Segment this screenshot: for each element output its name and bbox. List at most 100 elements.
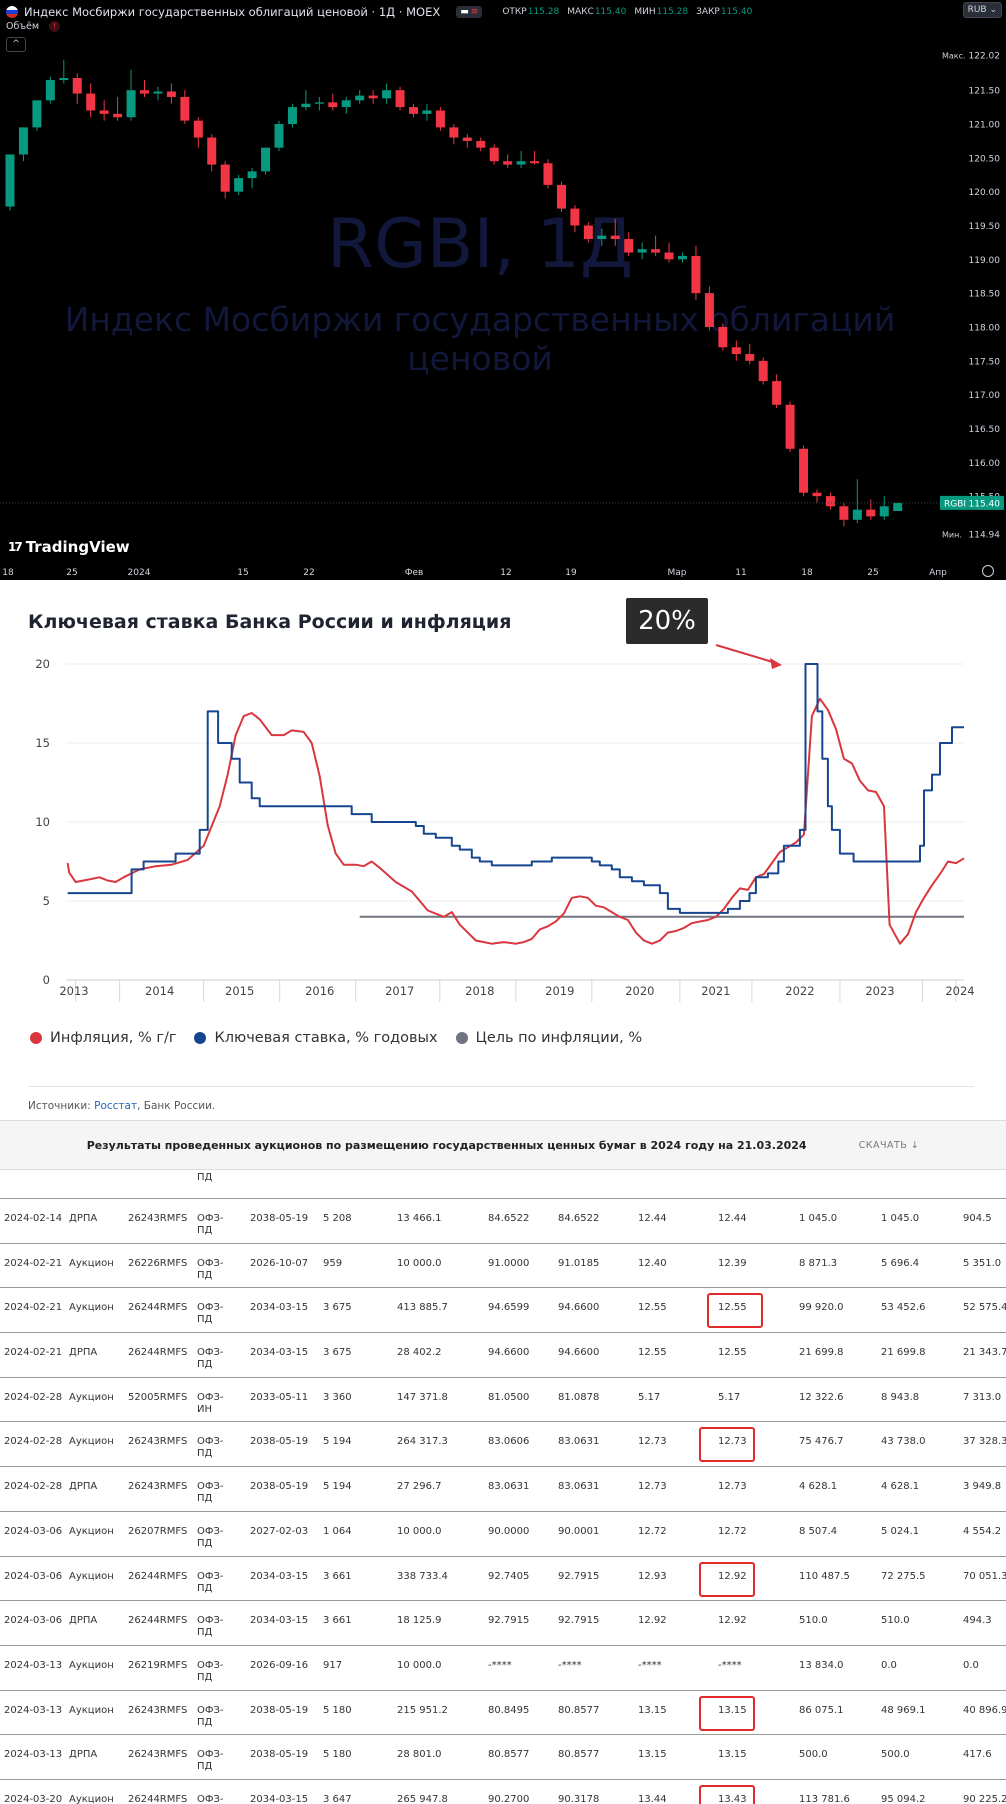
price-axis-tick: 119.50 (969, 222, 1001, 232)
cell-c3: 94.6600 (488, 1347, 530, 1359)
candle (247, 167, 257, 189)
warning-icon[interactable]: ! (49, 21, 61, 32)
cell-type: ОФЗ-ПД (197, 1481, 224, 1505)
cell-c8: 5 024.1 (881, 1525, 920, 1537)
cell-c7: 75 476.7 (799, 1436, 844, 1448)
cell-c8: 8 943.8 (881, 1391, 920, 1403)
cell-c4: 83.0631 (558, 1481, 600, 1493)
table-row: 2024-02-14 ДРПА 26243RMFS ОФЗ-ПД 2038-05-19 5… (0, 1198, 1006, 1243)
cell-c2: 28 801.0 (397, 1749, 442, 1761)
x-axis-tick: 2024 (945, 984, 974, 998)
cell-c7: 8 507.4 (799, 1525, 838, 1537)
candle (637, 242, 647, 260)
cell-code: 26226RMFS (128, 1257, 188, 1269)
tradingview-chart[interactable]: RGBI, 1Д Индекс Мосбиржи государственных… (0, 0, 1006, 580)
cell-c1: 3 647 (323, 1793, 352, 1804)
cell-c2: 10 000.0 (397, 1525, 442, 1537)
cell-date: 2024-02-21 (4, 1302, 63, 1314)
candle (799, 445, 809, 497)
cell-c4: 83.0631 (558, 1436, 600, 1448)
y-axis-tick: 15 (35, 736, 50, 750)
table-row: 2024-03-13 Аукцион 26243RMFS ОФЗ-ПД 2038-05-… (0, 1689, 1006, 1735)
series-line-0 (66, 697, 965, 945)
candlestick-plot[interactable]: Макс. 122.02 121.50 121.00 120.50 120.00 119.5… (0, 0, 1006, 580)
candle (72, 73, 82, 104)
cell-maturity: 2034-03-15 (250, 1793, 309, 1804)
cell-type: ОФЗ-ПД (197, 1615, 224, 1639)
candle (543, 159, 553, 189)
cell-c8: 95 094.2 (881, 1793, 926, 1804)
download-link[interactable]: СКАЧАТЬ ↓ (858, 1139, 920, 1151)
cell-date: 2024-03-13 (4, 1704, 63, 1716)
candle (382, 83, 392, 104)
volume-indicator[interactable]: Объём ! (6, 21, 61, 32)
cell-c4: 91.0185 (558, 1257, 600, 1269)
time-axis-tick: 18 (801, 568, 813, 578)
candle (852, 479, 862, 524)
cell-kind: Аукцион (69, 1525, 114, 1537)
time-axis-tick: Мар (668, 568, 687, 578)
candle (839, 502, 849, 527)
candle (476, 137, 486, 152)
cell-c7: 110 487.5 (799, 1570, 850, 1582)
last-price-label: 115.40 (969, 499, 1001, 509)
gear-icon[interactable] (982, 565, 994, 577)
russia-flag-icon (6, 6, 18, 18)
chart-toggle[interactable]: ▬ ≡ (456, 6, 483, 18)
key-rate-chart: 20 15 10 5 0 2013 2014 2015 2016 2017 2018 2019 2020… (0, 580, 1006, 1120)
auctions-title: Результаты проведенных аукционов по разм… (86, 1138, 807, 1152)
candle (140, 80, 149, 97)
y-axis-tick: 10 (35, 815, 50, 829)
cell-type: ОФЗ-ПД (197, 1213, 224, 1236)
candle (678, 252, 687, 263)
cell-maturity: 2034-03-15 (250, 1347, 309, 1359)
x-axis-tick: 2015 (225, 984, 254, 998)
x-axis-tick: 2020 (625, 984, 654, 998)
time-axis-tick: 18 (2, 568, 14, 578)
legend-target[interactable]: Цель по инфляции, % (455, 1030, 642, 1046)
x-axis-tick: 2019 (545, 984, 574, 998)
cell-c7: 21 699.8 (799, 1347, 844, 1359)
currency-button[interactable]: RUB ⌄ (962, 2, 1002, 18)
candle (180, 90, 190, 125)
candle (261, 147, 271, 175)
candle (220, 161, 230, 199)
table-row: 2024-02-28 Аукцион 26243RMFS ОФЗ-ПД 2038-05-… (0, 1421, 1006, 1466)
x-axis-tick: 2022 (785, 984, 814, 998)
cell-c2: 18 125.9 (397, 1615, 442, 1627)
cell-c7: 12 322.6 (799, 1391, 844, 1403)
rosstat-link[interactable]: Росстат (94, 1100, 138, 1112)
table-row: 2024-02-21 Аукцион 26244RMFS ОФЗ-ПД 2034-03-… (0, 1287, 1006, 1332)
cell-maturity: 2034-03-15 (250, 1615, 309, 1627)
cell-c9: 5 351.0 (963, 1257, 1002, 1269)
cell-c3: 92.7915 (488, 1615, 530, 1627)
cell-c8: 0.0 (881, 1659, 897, 1671)
cell-c9: 21 343.7 (963, 1347, 1006, 1359)
cell-c1: 5 208 (323, 1213, 352, 1224)
cell-c6: 12.55 (718, 1302, 747, 1314)
cell-c9: 7 313.0 (963, 1391, 1002, 1403)
cell-c2: 10 000.0 (397, 1659, 442, 1671)
cell-kind: Аукцион (69, 1704, 114, 1716)
cell-c9: 417.6 (963, 1749, 992, 1761)
time-axis-tick: 22 (303, 568, 314, 578)
cell-c3: 91.0000 (488, 1257, 530, 1269)
candle (45, 76, 55, 104)
legend-key-rate[interactable]: Ключевая ставка, % годовых (194, 1030, 438, 1046)
price-axis-tick: 114.94 (969, 531, 1001, 541)
cell-code: 26243RMFS (128, 1436, 188, 1448)
cell-kind: Аукцион (69, 1391, 114, 1403)
x-axis-tick: 2023 (865, 984, 894, 998)
table-row: ПД (0, 1170, 1006, 1198)
watermark-name: Индекс Мосбиржи государственных облигаци… (64, 300, 896, 378)
collapse-chevron-icon[interactable]: ^ (6, 37, 26, 52)
cell-maturity: 2034-03-15 (250, 1302, 309, 1314)
symbol-title[interactable]: Индекс Мосбиржи государственных облигаци… (24, 5, 441, 19)
candle (704, 286, 714, 331)
table-row: 2024-03-13 ДРПА 26243RMFS ОФЗ-ПД 2038-05-19 5… (0, 1734, 1006, 1779)
cell-c5: 12.93 (638, 1570, 667, 1582)
cell-c5: -**** (638, 1659, 662, 1671)
tradingview-logo: 17 TradingView (8, 538, 130, 556)
legend-inflation[interactable]: Инфляция, % г/г (30, 1030, 176, 1046)
cell-c7: 113 781.6 (799, 1793, 850, 1804)
